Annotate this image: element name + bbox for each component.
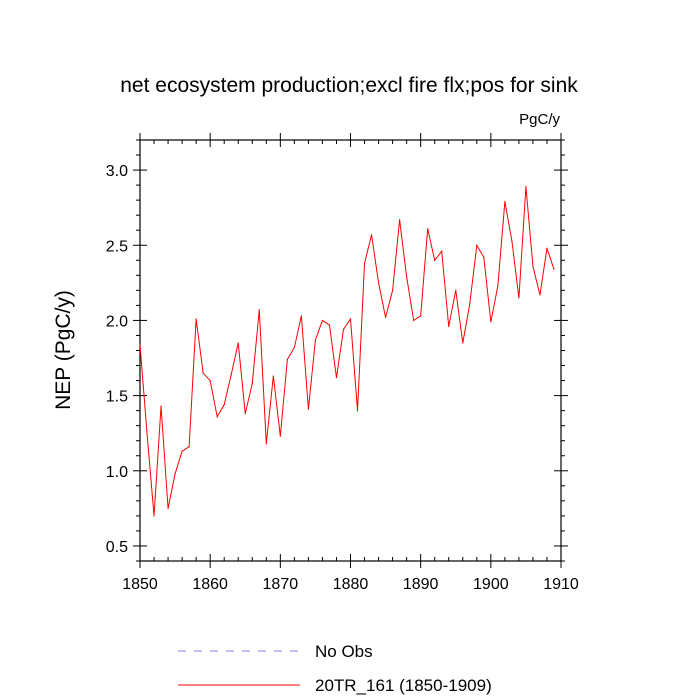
data-point xyxy=(251,382,253,385)
data-point xyxy=(307,408,309,410)
data-point xyxy=(174,473,176,475)
data-point xyxy=(518,297,520,299)
data-point xyxy=(511,240,513,242)
data-point xyxy=(462,342,464,344)
data-point xyxy=(525,186,527,188)
legend-label: 20TR_161 (1850-1909) xyxy=(315,676,492,695)
data-point xyxy=(265,443,267,445)
data-point xyxy=(153,515,155,517)
legend-label: No Obs xyxy=(315,642,373,661)
data-point xyxy=(413,319,415,322)
data-point xyxy=(202,372,204,374)
data-point xyxy=(504,201,506,203)
data-point xyxy=(167,507,169,509)
data-point xyxy=(455,289,457,291)
data-point xyxy=(279,435,281,437)
chart-title: net ecosystem production;excl fire flx;p… xyxy=(120,74,578,97)
data-point xyxy=(230,373,232,376)
data-point xyxy=(356,410,359,412)
series-line xyxy=(139,186,555,516)
x-tick-label: 1850 xyxy=(122,576,158,593)
data-point xyxy=(293,346,295,349)
data-point xyxy=(546,247,548,249)
data-point xyxy=(328,324,331,326)
x-tick-label: 1870 xyxy=(263,576,299,593)
axis-tick-labels: 1850 1860 1870 1880 1890 1900 1910 0.5 1.0 1.5 2.0… xyxy=(106,163,579,593)
plot-frame xyxy=(139,139,562,562)
legend: No Obs 20TR_161 (1850-1909) xyxy=(178,642,492,695)
data-point xyxy=(406,276,408,278)
data-point xyxy=(392,289,394,291)
data-point xyxy=(532,265,534,267)
data-point xyxy=(363,262,366,264)
data-point xyxy=(497,285,499,287)
x-tick-label: 1890 xyxy=(403,576,439,593)
data-point xyxy=(349,318,352,320)
data-point xyxy=(209,379,211,382)
data-point xyxy=(237,342,239,344)
x-tick-label: 1910 xyxy=(543,576,579,593)
data-point xyxy=(139,343,141,346)
data-point xyxy=(370,234,373,236)
data-point xyxy=(539,294,541,296)
y-tick-label: 2.0 xyxy=(106,313,128,330)
x-tick-label: 1900 xyxy=(473,576,509,593)
x-tick-label: 1880 xyxy=(333,576,369,593)
y-tick-label: 0.5 xyxy=(106,539,128,556)
data-point xyxy=(188,446,190,448)
data-point xyxy=(335,376,338,379)
y-tick-label: 3.0 xyxy=(106,163,128,180)
data-point xyxy=(146,432,148,434)
data-point xyxy=(553,268,555,270)
y-tick-label: 1.0 xyxy=(106,464,128,481)
data-point xyxy=(377,282,380,284)
data-point xyxy=(286,358,288,361)
data-point xyxy=(342,328,345,331)
data-point xyxy=(314,339,317,341)
data-point xyxy=(160,405,162,407)
data-point xyxy=(483,256,485,258)
data-point xyxy=(427,228,429,230)
axis-ticks xyxy=(133,133,568,568)
data-point xyxy=(244,413,246,415)
y-tick-label: 1.5 xyxy=(106,389,128,406)
y-axis-label: NEP (PgC/y) xyxy=(52,290,75,410)
data-point xyxy=(181,450,183,452)
data-point xyxy=(441,250,443,252)
data-point xyxy=(476,244,478,246)
series-layer xyxy=(139,186,555,517)
data-point xyxy=(321,319,324,322)
data-point xyxy=(216,416,218,418)
data-point xyxy=(300,315,302,317)
data-point xyxy=(490,321,492,323)
data-point xyxy=(195,318,197,320)
data-point xyxy=(223,404,225,406)
data-point xyxy=(469,303,471,305)
data-point xyxy=(420,315,422,317)
units-label: PgC/y xyxy=(519,111,560,128)
data-point xyxy=(399,219,401,221)
data-point xyxy=(258,309,260,311)
y-tick-label: 2.5 xyxy=(106,238,128,255)
data-point xyxy=(272,375,274,377)
data-point xyxy=(434,259,436,261)
data-point xyxy=(448,325,450,328)
x-tick-label: 1860 xyxy=(192,576,228,593)
data-point xyxy=(384,316,387,319)
